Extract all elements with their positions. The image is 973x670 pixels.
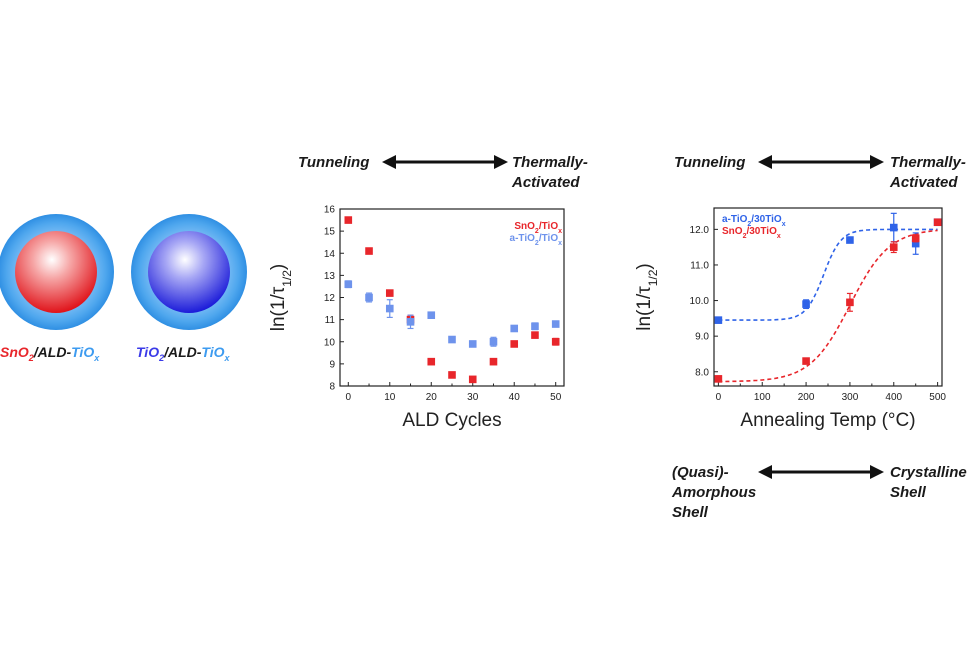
y-tick-label: 16 [324,205,336,216]
x-tick-label: 200 [798,392,815,403]
x-tick-label: 0 [716,392,722,403]
data-point-series1 [344,280,353,289]
fit-curve-0 [718,228,938,321]
panel2-top-double-arrow [758,155,884,169]
fit-curve-1 [718,229,938,383]
legend-entry-1: a-TiO2/TiOx [510,233,563,247]
legend-entry-0: a-TiO2/30TiOx [722,214,786,228]
panel1-tunneling-label: Tunneling [298,154,370,171]
data-point-series1 [933,218,942,227]
tiO2-particle-label: TiO2/ALD-TiOx [136,344,230,363]
panel2-tunneling-label: Tunneling [674,154,746,171]
panel1-thermal-label-line2: Activated [512,174,580,191]
y-tick-label: 8.0 [695,367,709,378]
x-axis-label: ALD Cycles [402,410,501,431]
data-point-series1 [802,357,810,365]
particles-graphic [0,214,247,330]
data-point-series0 [448,371,456,379]
x-tick-label: 0 [346,392,352,403]
data-point-series1 [531,322,539,331]
data-point-series1 [385,304,394,313]
x-tick-label: 400 [885,392,902,403]
x-tick-label: 40 [509,392,521,403]
annealing-temp-chart: 0 100 200 300 400 500 8.0 9.0 10.0 11.0 12.0 Anneal… [634,207,946,431]
y-tick-label: 9.0 [695,332,709,343]
x-tick-label: 50 [550,392,562,403]
y-tick-label: 11 [325,315,336,326]
data-point-series0 [889,223,898,232]
x-tick-label: 100 [754,392,771,403]
x-tick-label: 10 [384,392,396,403]
data-point-series0 [344,216,353,224]
data-point-series1 [714,375,723,383]
y-tick-label: 9 [329,359,335,370]
data-point-series0 [385,289,394,297]
data-point-series1 [448,335,456,344]
data-point-series0 [510,340,519,348]
y-tick-label: 12 [324,293,336,304]
snO2-particle-label: SnO2/ALD-TiOx [0,344,100,363]
data-point-series0 [365,247,373,255]
y-tick-label: 8 [329,382,335,393]
panel2-amorphous-label-line2: Amorphous [672,484,757,501]
panel2-crystalline-label-line2: Shell [890,484,926,501]
panel2-amorphous-label-line3: Shell [672,504,708,521]
data-point-series1 [510,324,519,333]
y-axis-label: ln(1/τ1/2) [634,263,660,330]
tiO2-particle [131,214,247,330]
x-tick-label: 300 [842,392,859,403]
y-tick-label: 10 [324,337,336,348]
panel2-crystalline-label-line1: Crystalline [890,464,967,481]
data-point-series0 [846,236,854,244]
data-point-series1 [846,298,854,307]
data-point-series1 [406,318,415,326]
snO2-particle [0,214,114,330]
y-tick-label: 15 [324,227,336,238]
data-point-series0 [468,375,477,384]
data-point-series1 [911,234,920,243]
panel2-amorphous-label-line1: (Quasi)- [672,464,729,481]
data-point-series1 [468,340,477,348]
y-tick-label: 14 [324,249,336,260]
data-point-series0 [802,300,810,308]
data-point-series0 [714,316,723,324]
panel1-double-arrow [382,155,508,169]
y-tick-label: 12.0 [690,225,710,236]
snO2-particle-core [15,231,97,313]
panel1-thermal-label-line1: Thermally- [512,154,588,171]
legend-entry-1: SnO2/30TiOx [722,226,781,240]
y-tick-label: 10.0 [690,296,710,307]
y-tick-label: 13 [324,271,336,282]
y-tick-label: 11.0 [690,260,709,271]
data-point-series1 [489,337,498,346]
x-tick-label: 500 [929,392,946,403]
data-point-series1 [365,293,373,302]
data-point-series1 [889,243,898,251]
panel2-thermal-label-line1: Thermally- [890,154,966,171]
data-point-series0 [911,239,920,248]
data-point-series1 [551,320,560,328]
x-tick-label: 20 [426,392,438,403]
data-point-series1 [427,311,436,319]
legend-entry-0: SnO2/TiOx [514,221,562,235]
panel2-bottom-double-arrow [758,465,884,479]
data-point-series0 [489,357,498,366]
ald-cycles-chart: 0 10 20 30 40 50 8 9 10 11 12 13 14 15 16 ALD Cycles ln(… [268,205,565,431]
data-point-series0 [551,337,560,346]
x-axis-label: Annealing Temp (°C) [740,410,915,431]
panel2-thermal-label-line2: Activated [890,174,958,191]
y-axis-label: ln(1/τ1/2) [268,264,294,331]
tiO2-particle-core [148,231,230,313]
x-tick-label: 30 [467,392,479,403]
data-point-series0 [531,331,539,339]
data-point-series0 [427,357,436,366]
